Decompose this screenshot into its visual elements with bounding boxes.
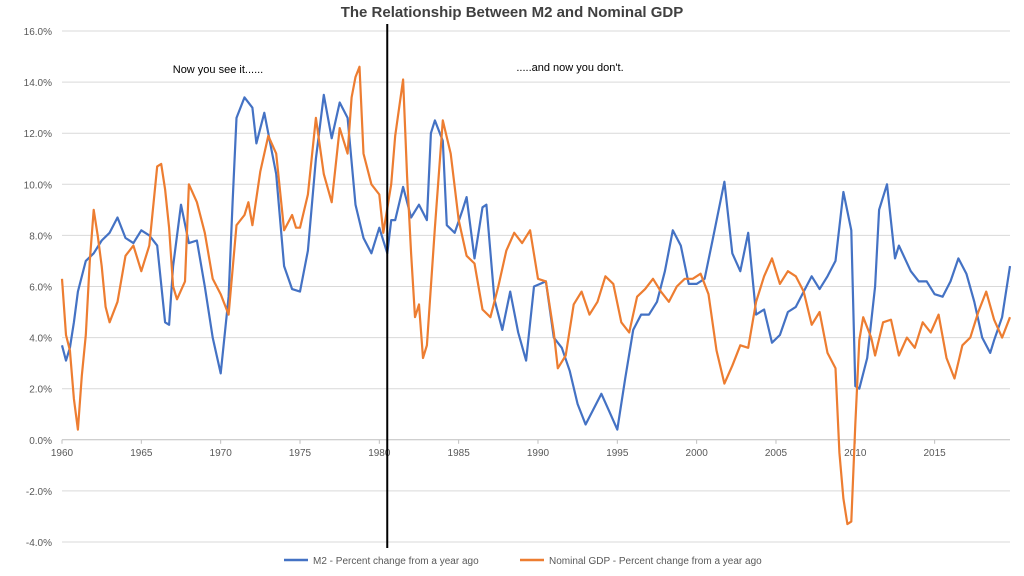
legend-label-nominal-gdp: Nominal GDP - Percent change from a year… (549, 556, 762, 567)
y-tick-label: 0.0% (29, 436, 52, 447)
y-tick-label: 4.0% (29, 334, 52, 345)
y-tick-label: 6.0% (29, 283, 52, 294)
y-tick-label: 12.0% (24, 129, 52, 140)
legend-label-m2: M2 - Percent change from a year ago (313, 556, 479, 567)
series-lines (60, 65, 1012, 526)
y-tick-label: 2.0% (29, 385, 52, 396)
annotation-and-now-you-dont: .....and now you don't. (516, 62, 623, 74)
series-line-m2 (60, 93, 1012, 431)
y-tick-label: -2.0% (26, 487, 52, 498)
x-tick-label: 1960 (51, 448, 74, 459)
x-tick-label: 2015 (924, 448, 947, 459)
y-tick-label: -4.0% (26, 538, 52, 549)
chart-title: The Relationship Between M2 and Nominal … (341, 4, 684, 21)
x-tick-label: 1970 (210, 448, 233, 459)
x-tick-label: 1965 (130, 448, 153, 459)
x-tick-label: 2005 (765, 448, 788, 459)
x-axis-tick-labels: 1960 1965 1970 1975 1980 1985 1990 1995 2000 2005… (51, 439, 947, 459)
x-tick-label: 2010 (844, 448, 867, 459)
y-tick-label: 10.0% (24, 180, 52, 191)
x-tick-label: 2000 (686, 448, 709, 459)
x-tick-label: 1995 (606, 448, 629, 459)
y-tick-label: 16.0% (24, 27, 52, 38)
y-tick-label: 8.0% (29, 231, 52, 242)
x-tick-label: 1985 (448, 448, 471, 459)
x-tick-label: 1980 (368, 448, 391, 459)
series-line-nominal-gdp (60, 65, 1012, 526)
y-tick-label: 14.0% (24, 78, 52, 89)
legend: M2 - Percent change from a year ago Nomi… (284, 556, 762, 567)
x-tick-label: 1975 (289, 448, 312, 459)
y-axis-tick-labels: -4.0% -2.0% 0.0% 2.0% 4.0% 6.0% 8.0% 10.0% 12.0%… (24, 27, 52, 549)
x-tick-label: 1990 (527, 448, 550, 459)
annotation-now-you-see-it: Now you see it...... (173, 64, 263, 76)
